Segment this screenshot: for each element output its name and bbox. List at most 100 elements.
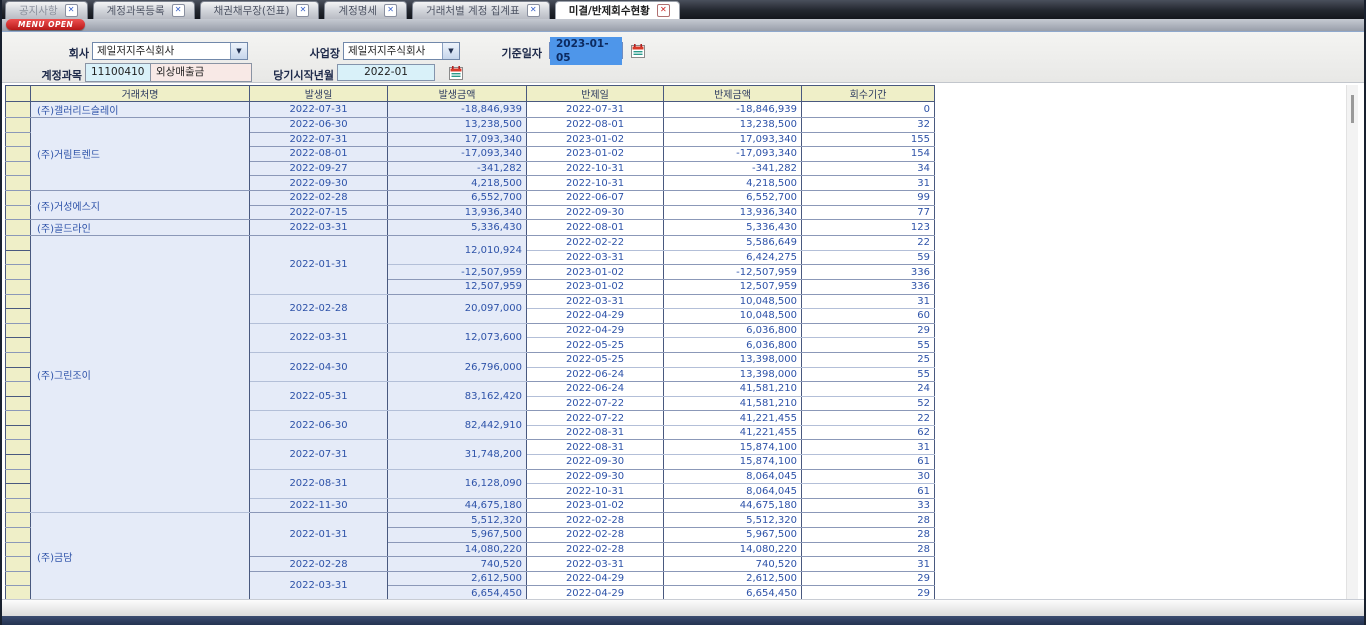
cell-occur-date[interactable]: 2022-01-31 (249, 512, 388, 558)
cell-collect-days[interactable]: 55 (801, 337, 935, 353)
cell-collect-days[interactable]: 336 (801, 264, 935, 280)
cell-settle-amount[interactable]: 14,080,220 (663, 542, 802, 558)
cell-occur-amount[interactable]: 13,936,340 (387, 205, 527, 221)
row-selector[interactable] (5, 352, 31, 368)
cell-occur-date[interactable]: 2022-07-31 (249, 101, 388, 118)
row-selector[interactable] (5, 556, 31, 572)
cell-collect-days[interactable]: 28 (801, 512, 935, 529)
cell-settle-date[interactable]: 2022-07-22 (526, 410, 664, 426)
row-selector[interactable] (5, 469, 31, 485)
cell-collect-days[interactable]: 0 (801, 101, 935, 118)
cell-collect-days[interactable]: 34 (801, 161, 935, 177)
table-row[interactable]: 2022-03-31 6,424,275 59 (5, 250, 935, 266)
table-row[interactable]: (주)골드라인 2022-03-31 5,336,430 2022-08-01 5,33… (5, 219, 935, 237)
cell-settle-amount[interactable]: 10,048,500 (663, 308, 802, 324)
cell-occur-amount[interactable]: 83,162,420 (387, 381, 527, 412)
cell-collect-days[interactable]: 155 (801, 132, 935, 148)
cell-settle-date[interactable]: 2022-02-28 (526, 542, 664, 558)
row-selector[interactable] (5, 585, 31, 599)
cell-settle-date[interactable]: 2022-08-31 (526, 425, 664, 441)
cell-occur-amount[interactable]: -12,507,959 (387, 264, 527, 280)
cell-occur-date[interactable]: 2022-03-31 (249, 219, 388, 237)
cell-occur-amount[interactable]: -18,846,939 (387, 101, 527, 118)
cell-collect-days[interactable]: 61 (801, 483, 935, 499)
cell-occur-date[interactable]: 2022-09-27 (249, 161, 388, 177)
cell-settle-amount[interactable]: 2,612,500 (663, 571, 802, 587)
cell-collect-days[interactable]: 31 (801, 556, 935, 572)
cell-customer[interactable]: (주)갤러리드슬레이 (30, 101, 250, 118)
cell-settle-date[interactable]: 2022-04-29 (526, 323, 664, 339)
row-selector[interactable] (5, 498, 31, 514)
close-icon[interactable]: ✕ (171, 4, 185, 17)
row-selector[interactable] (5, 410, 31, 426)
row-selector[interactable] (5, 396, 31, 412)
table-row[interactable]: (주)거성에스지 2022-02-28 6,552,700 2022-06-07 6,5… (5, 190, 935, 221)
row-selector[interactable] (5, 117, 31, 133)
cell-settle-amount[interactable]: -341,282 (663, 161, 802, 177)
calendar-icon[interactable] (631, 43, 645, 58)
cell-occur-amount[interactable]: 2,612,500 (387, 571, 527, 587)
cell-collect-days[interactable]: 22 (801, 410, 935, 426)
cell-settle-amount[interactable]: -17,093,340 (663, 146, 802, 162)
close-icon[interactable]: ✕ (384, 4, 398, 17)
cell-occur-amount[interactable]: 13,238,500 (387, 117, 527, 133)
row-selector[interactable] (5, 146, 31, 162)
row-selector[interactable] (5, 483, 31, 499)
cell-occur-amount[interactable]: 14,080,220 (387, 542, 527, 558)
cell-occur-amount[interactable]: 26,796,000 (387, 352, 527, 383)
cell-settle-amount[interactable]: 41,581,210 (663, 381, 802, 397)
tab-4[interactable]: 계정명세 ✕ (324, 1, 408, 19)
row-selector[interactable] (5, 308, 31, 324)
cell-occur-date[interactable]: 2022-08-31 (249, 469, 388, 499)
cell-collect-days[interactable]: 29 (801, 585, 935, 599)
site-select[interactable]: 제일저지주식회사 ▼ (343, 42, 460, 60)
row-selector[interactable] (5, 161, 31, 177)
cell-occur-date[interactable]: 2022-07-15 (249, 205, 388, 221)
table-row[interactable]: 2022-08-01 -17,093,340 2023-01-02 -17,093,3… (5, 146, 935, 162)
calendar-icon[interactable] (449, 65, 463, 80)
cell-settle-amount[interactable]: -18,846,939 (663, 101, 802, 118)
table-row[interactable]: 2022-09-30 15,874,100 61 (5, 454, 935, 470)
cell-occur-amount[interactable]: 20,097,000 (387, 294, 527, 324)
cell-settle-amount[interactable]: 5,586,649 (663, 235, 802, 251)
cell-settle-amount[interactable]: 5,336,430 (663, 219, 802, 237)
cell-settle-date[interactable]: 2022-06-24 (526, 381, 664, 397)
table-row[interactable]: 2022-10-31 8,064,045 61 (5, 483, 935, 499)
row-selector[interactable] (5, 439, 31, 456)
cell-collect-days[interactable]: 33 (801, 498, 935, 514)
table-row[interactable]: (주)금담 2022-01-31 5,512,320 2022-02-28 5,512,… (5, 512, 935, 599)
row-selector[interactable] (5, 294, 31, 310)
cell-occur-amount[interactable]: 17,093,340 (387, 132, 527, 148)
row-selector[interactable] (5, 175, 31, 191)
cell-settle-date[interactable]: 2022-06-07 (526, 190, 664, 206)
cell-settle-amount[interactable]: 13,398,000 (663, 352, 802, 368)
row-selector[interactable] (5, 571, 31, 587)
cell-occur-amount[interactable]: 44,675,180 (387, 498, 527, 514)
cell-customer[interactable]: (주)골드라인 (30, 219, 250, 237)
cell-collect-days[interactable]: 59 (801, 250, 935, 266)
vertical-scrollbar[interactable] (1346, 85, 1358, 599)
cell-settle-amount[interactable]: 6,552,700 (663, 190, 802, 206)
chevron-down-icon[interactable]: ▼ (442, 43, 459, 59)
cell-settle-date[interactable]: 2022-10-31 (526, 161, 664, 177)
table-row[interactable]: 2022-07-31 17,093,340 2023-01-02 17,093,340… (5, 132, 935, 148)
row-selector[interactable] (5, 101, 31, 118)
cell-collect-days[interactable]: 99 (801, 190, 935, 206)
table-row[interactable]: 2022-07-15 13,936,340 2022-09-30 13,936,340… (5, 205, 935, 221)
cell-occur-date[interactable]: 2022-06-30 (249, 117, 388, 133)
cell-collect-days[interactable]: 29 (801, 571, 935, 587)
cell-occur-date[interactable]: 2022-03-31 (249, 571, 388, 599)
cell-settle-date[interactable]: 2023-01-02 (526, 279, 664, 295)
cell-occur-date[interactable]: 2022-02-28 (249, 294, 388, 324)
cell-customer[interactable]: (주)거림트렌드 (30, 117, 250, 191)
cell-settle-amount[interactable]: 13,398,000 (663, 367, 802, 383)
cell-settle-date[interactable]: 2022-03-31 (526, 556, 664, 572)
cell-occur-amount[interactable]: 5,512,320 (387, 512, 527, 529)
table-row[interactable]: 2022-03-31 2,612,500 2022-04-29 2,612,500 29 (5, 571, 935, 599)
cell-collect-days[interactable]: 31 (801, 175, 935, 191)
table-row[interactable]: -12,507,959 2023-01-02 -12,507,959 336 (5, 264, 935, 280)
table-row[interactable]: 2022-02-28 20,097,000 2022-03-31 10,048,500… (5, 294, 935, 324)
table-row[interactable]: 2022-08-31 41,221,455 62 (5, 425, 935, 441)
row-selector[interactable] (5, 512, 31, 529)
cell-settle-date[interactable]: 2022-02-22 (526, 235, 664, 251)
